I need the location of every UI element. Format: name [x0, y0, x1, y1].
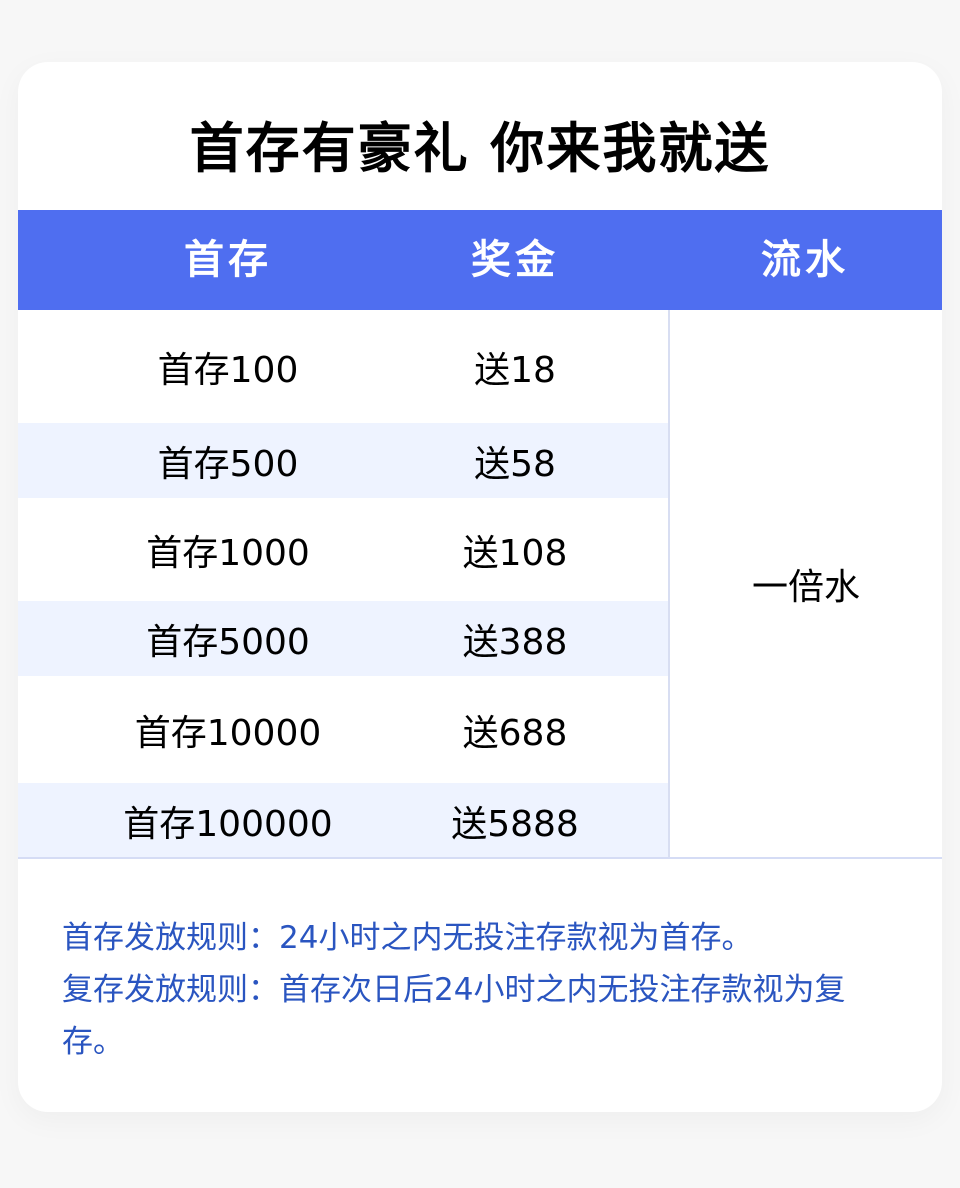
deposit-cell: 首存500 [157, 443, 299, 485]
bonus-cell: 送388 [462, 621, 568, 663]
bonus-cell: 送18 [474, 349, 556, 391]
header-wager: 流水 [761, 237, 849, 283]
page-title: 首存有豪礼 你来我就送 [189, 116, 771, 180]
table-row: 首存10000 送688 [18, 676, 668, 783]
table-row: 首存100 送18 [18, 310, 668, 423]
deposit-cell: 首存100000 [123, 803, 333, 845]
header-deposit: 首存 [184, 237, 272, 283]
table-row: 首存1000 送108 [18, 498, 668, 601]
first-deposit-rule: 首存发放规则：24小时之内无投注存款视为首存。 [62, 920, 753, 956]
bonus-cell: 送5888 [451, 803, 579, 845]
header-bonus: 奖金 [471, 237, 559, 283]
bonus-cell: 送108 [462, 532, 568, 574]
table-row: 首存5000 送388 [18, 601, 668, 676]
deposit-cell: 首存1000 [146, 532, 310, 574]
redeposit-rule: 复存发放规则：首存次日后24小时之内无投注存款视为复存。 [62, 972, 846, 1060]
rules-text: 首存发放规则：24小时之内无投注存款视为首存。 复存发放规则：首存次日后24小时… [62, 912, 902, 1068]
table-header: 首存 奖金 流水 [18, 210, 942, 310]
table-row: 首存500 送58 [18, 423, 668, 498]
promo-card: 首存有豪礼 你来我就送 首存 奖金 流水 首存100 送18 首存500 送58… [18, 62, 942, 1112]
deposit-cell: 首存100 [157, 349, 299, 391]
bonus-cell: 送688 [462, 712, 568, 754]
deposit-cell: 首存10000 [134, 712, 322, 754]
bonus-cell: 送58 [474, 443, 556, 485]
wager-cell: 一倍水 [668, 310, 942, 858]
deposit-cell: 首存5000 [146, 621, 310, 663]
table-divider [18, 857, 942, 859]
table-row: 首存100000 送5888 [18, 783, 668, 858]
